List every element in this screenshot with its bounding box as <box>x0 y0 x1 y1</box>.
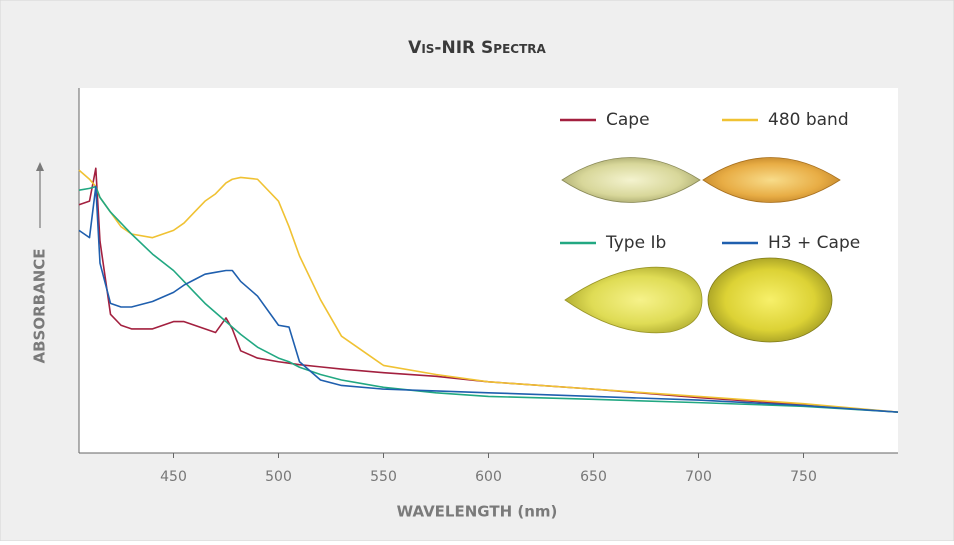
x-tick-label: 600 <box>475 469 502 485</box>
legend-label: Type Ib <box>605 233 666 253</box>
legend-label: Cape <box>606 110 650 130</box>
legend-label: H3 + Cape <box>768 233 860 253</box>
x-tick-label: 550 <box>370 469 397 485</box>
gem-images <box>561 157 841 343</box>
x-tick-label: 500 <box>265 469 292 485</box>
gem-cape <box>561 157 701 203</box>
gem-480 <box>702 157 841 203</box>
y-axis-label: ABSORBANCE <box>31 249 49 364</box>
x-axis-label: WAVELENGTH (nm) <box>397 503 558 521</box>
x-tick-label: 650 <box>580 469 607 485</box>
x-tick-label: 700 <box>685 469 712 485</box>
x-tick-label: 450 <box>160 469 187 485</box>
legend: Cape 480 band Type Ib H3 + Cape <box>560 110 860 253</box>
legend-item: 480 band <box>722 110 849 130</box>
series-line <box>78 185 899 413</box>
chart-title: Vis-NIR Spectra <box>408 38 546 58</box>
plot <box>78 167 899 413</box>
series-line <box>78 167 899 413</box>
legend-item: Cape <box>560 110 650 130</box>
y-arrow <box>36 162 44 228</box>
axes: 450 500 550 600 650 700 750 <box>78 88 898 485</box>
legend-item: H3 + Cape <box>722 233 860 253</box>
legend-label: 480 band <box>768 110 849 130</box>
legend-item: Type Ib <box>560 233 666 253</box>
series-line <box>78 169 899 413</box>
gem-type-ib <box>564 266 703 334</box>
x-tick-label: 750 <box>790 469 817 485</box>
gem-h3 <box>707 257 833 343</box>
series-line <box>78 185 899 413</box>
